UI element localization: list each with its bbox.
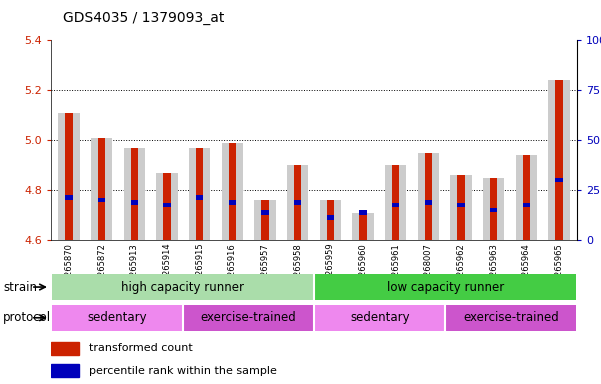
Bar (52, 305, 182, 331)
Bar (320, 200, 341, 240)
Bar (58, 113, 80, 240)
Bar (483, 178, 504, 240)
Bar (196, 195, 203, 200)
Bar (294, 165, 301, 240)
Bar (555, 80, 563, 240)
Bar (131, 200, 138, 205)
Bar (315, 305, 445, 331)
Text: sedentary: sedentary (350, 311, 409, 324)
Bar (490, 178, 497, 240)
Bar (261, 200, 269, 240)
Bar (294, 200, 301, 205)
Bar (66, 195, 73, 200)
Bar (359, 210, 367, 215)
Bar (548, 80, 570, 240)
Bar (523, 203, 530, 207)
Bar (91, 138, 112, 240)
Bar (189, 148, 210, 240)
Text: exercise-trained: exercise-trained (200, 311, 296, 324)
Bar (229, 142, 236, 240)
Bar (359, 212, 367, 240)
Bar (516, 155, 537, 240)
Bar (183, 305, 313, 331)
Bar (196, 148, 203, 240)
Text: exercise-trained: exercise-trained (463, 311, 559, 324)
Bar (254, 200, 276, 240)
Bar (261, 210, 269, 215)
Bar (425, 152, 432, 240)
Bar (98, 138, 105, 240)
Bar (315, 274, 576, 300)
Bar (490, 208, 497, 212)
Bar (124, 148, 145, 240)
Text: sedentary: sedentary (87, 311, 147, 324)
Bar (457, 203, 465, 207)
Bar (222, 142, 243, 240)
Bar (51, 341, 79, 355)
Text: transformed count: transformed count (89, 343, 193, 353)
Bar (457, 175, 465, 240)
Text: protocol: protocol (3, 311, 51, 324)
Bar (51, 364, 79, 377)
Bar (287, 165, 308, 240)
Bar (131, 148, 138, 240)
Text: low capacity runner: low capacity runner (387, 281, 504, 293)
Bar (392, 203, 399, 207)
Bar (385, 165, 406, 240)
Bar (555, 178, 563, 182)
Bar (229, 200, 236, 205)
Bar (98, 198, 105, 202)
Bar (163, 203, 171, 207)
Text: strain: strain (3, 281, 37, 293)
Bar (66, 113, 73, 240)
Bar (418, 152, 439, 240)
Bar (327, 215, 334, 220)
Text: GDS4035 / 1379093_at: GDS4035 / 1379093_at (63, 11, 225, 25)
Bar (327, 200, 334, 240)
Bar (523, 155, 530, 240)
Text: percentile rank within the sample: percentile rank within the sample (89, 366, 277, 376)
Bar (352, 212, 374, 240)
Bar (52, 274, 313, 300)
Bar (392, 165, 399, 240)
Bar (425, 200, 432, 205)
Bar (156, 172, 178, 240)
Bar (446, 305, 576, 331)
Text: high capacity runner: high capacity runner (121, 281, 244, 293)
Bar (450, 175, 472, 240)
Bar (163, 172, 171, 240)
